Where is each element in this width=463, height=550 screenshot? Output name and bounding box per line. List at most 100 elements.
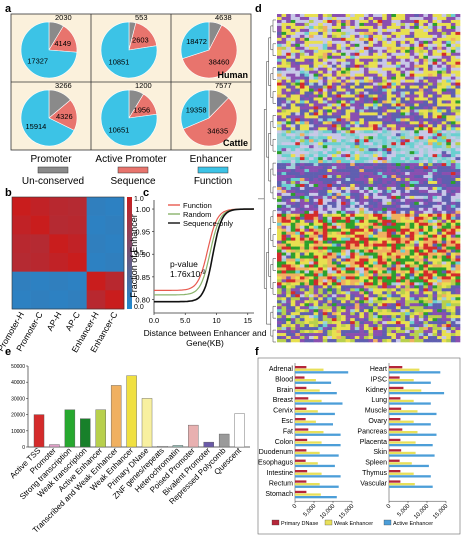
heatmap-cell [410,187,415,190]
heatmap-cell [428,178,433,181]
heatmap-cell [382,157,387,160]
heatmap-cell [314,95,319,98]
heatmap-cell [295,282,300,285]
heatmap-cell [314,56,319,59]
heatmap-cell [423,14,428,17]
heatmap-cell [451,38,456,41]
heatmap-cell [295,139,300,142]
heatmap-cell [364,205,369,208]
heatmap-cell [419,294,424,297]
heatmap-cell [300,68,305,71]
heatmap-cell [378,217,383,220]
heatmap-cell [350,62,355,65]
heatmap-cell [304,336,309,339]
heatmap-cell [378,336,383,339]
heatmap-cell [350,312,355,315]
heatmap-cell [350,321,355,324]
heatmap-cell [332,56,337,59]
heatmap-cell [286,20,291,23]
heatmap-cell [346,109,351,112]
heatmap-cell [364,202,369,205]
heatmap-cell [304,151,309,154]
heatmap-cell [327,199,332,202]
heatmap-cell [318,297,323,300]
heatmap-cell [423,211,428,214]
heatmap-cell [373,321,378,324]
heatmap-cell [314,279,319,282]
heatmap-cell [350,318,355,321]
heatmap-cell [428,44,433,47]
heatmap-cell [391,74,396,77]
heatmap-cell [433,121,438,124]
heatmap-cell [359,327,364,330]
heatmap-cell [295,267,300,270]
heatmap-cell [373,202,378,205]
heatmap-cell [373,339,378,342]
heatmap-cell [323,118,328,121]
heatmap-cell [455,205,460,208]
heatmap-cell [282,56,287,59]
heatmap-cell [433,112,438,115]
heatmap-cell [414,62,419,65]
heatmap-cell [378,29,383,32]
heatmap-cell [423,297,428,300]
heatmap-cell [332,205,337,208]
heatmap-cell [401,92,406,95]
heatmap-cell [446,279,451,282]
heatmap-cell [314,68,319,71]
heatmap-cell [382,264,387,267]
heatmap-cell [355,100,360,103]
heatmap-cell [291,273,296,276]
heatmap-cell [387,65,392,68]
heatmap-cell [314,273,319,276]
heatmap-cell [423,68,428,71]
heatmap-cell [314,300,319,303]
heatmap-cell [382,65,387,68]
heatmap-cell [396,327,401,330]
heatmap-cell [387,318,392,321]
heatmap-cell [87,272,106,291]
heatmap-cell [304,41,309,44]
heatmap-cell [423,208,428,211]
heatmap-cell [451,50,456,53]
pie-value-label: 2603 [132,36,149,45]
heatmap-cell [419,282,424,285]
heatmap-cell [428,235,433,238]
heatmap-cell [277,256,282,259]
heatmap-cell [355,32,360,35]
heatmap-cell [355,56,360,59]
heatmap-cell [291,14,296,17]
heatmap-cell [359,318,364,321]
heatmap-cell [387,29,392,32]
heatmap-cell [373,151,378,154]
heatmap-cell [282,333,287,336]
f-bar [295,444,341,446]
heatmap-cell [396,35,401,38]
heatmap-cell [359,130,364,133]
heatmap-cell [282,253,287,256]
heatmap-cell [396,190,401,193]
heatmap-cell [314,184,319,187]
heatmap-cell [286,136,291,139]
heatmap-cell [277,300,282,303]
heatmap-cell [442,181,447,184]
heatmap-cell [373,109,378,112]
heatmap-cell [446,297,451,300]
heatmap-cell [341,35,346,38]
heatmap-cell [373,259,378,262]
f-category-label: Muscle [365,408,387,415]
heatmap-cell [309,62,314,65]
heatmap-cell [314,44,319,47]
heatmap-cell [359,321,364,324]
heatmap-cell [291,244,296,247]
heatmap-cell [451,41,456,44]
heatmap-cell [286,38,291,41]
heatmap-cell [304,100,309,103]
heatmap-cell [391,106,396,109]
heatmap-cell [378,115,383,118]
heatmap-cell [309,267,314,270]
heatmap-cell [350,259,355,262]
heatmap-cell [31,272,50,291]
heatmap-cell [105,234,124,253]
heatmap-cell [387,256,392,259]
